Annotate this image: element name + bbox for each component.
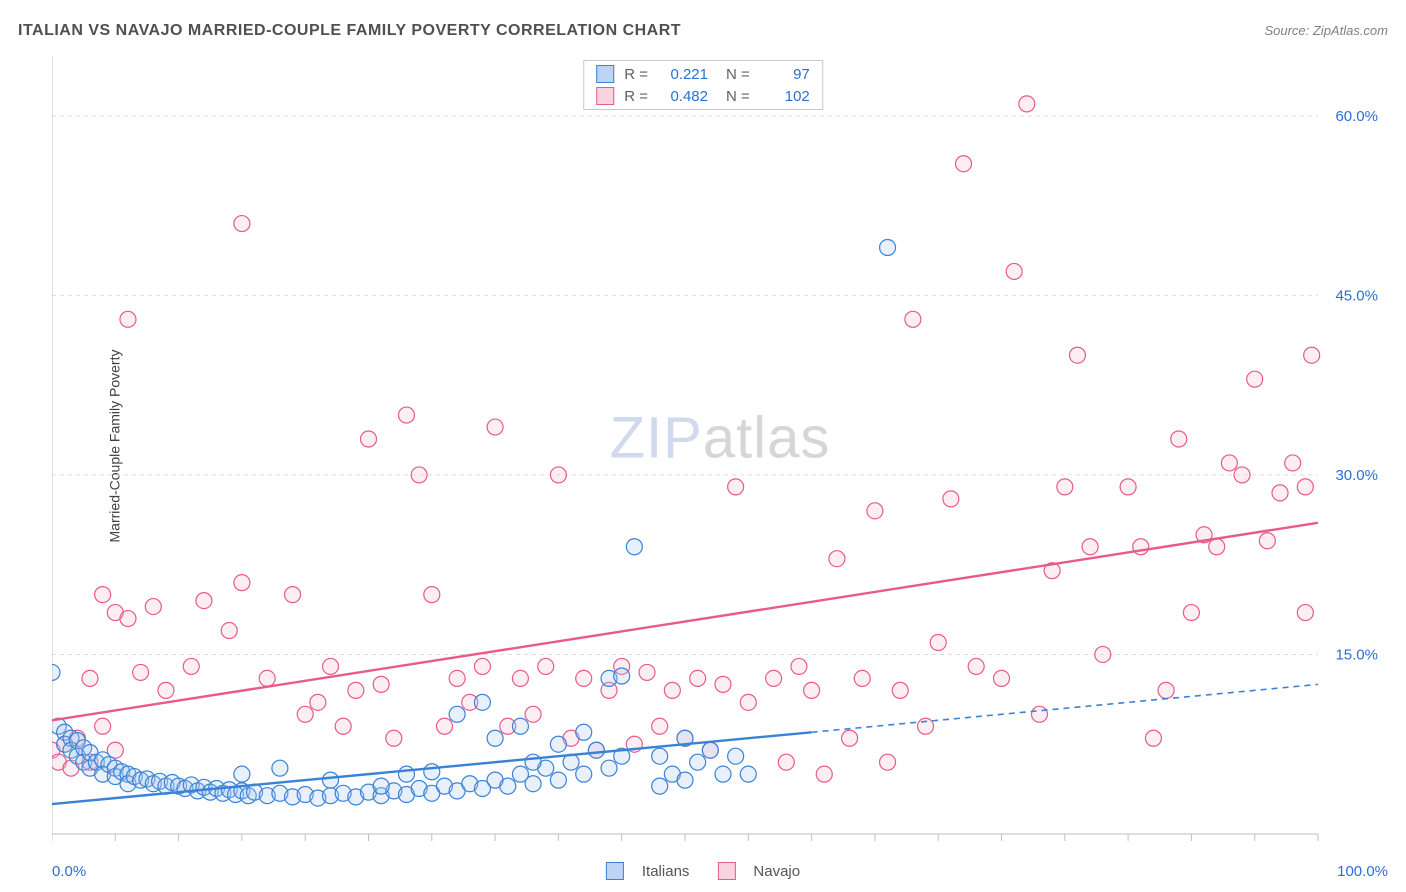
source-prefix: Source: [1264,23,1312,38]
r-label: R = [624,88,648,105]
x-min-label: 0.0% [52,863,86,880]
chart-title: ITALIAN VS NAVAJO MARRIED-COUPLE FAMILY … [18,22,681,40]
swatch-navajo [596,87,614,105]
n-value-italians: 97 [756,66,810,83]
x-max-label: 100.0% [1337,863,1388,880]
x-axis-labels: 0.0% 100.0% [52,863,1388,880]
n-label: N = [726,66,750,83]
svg-text:15.0%: 15.0% [1335,646,1378,663]
scatter-chart: 15.0% 30.0% 45.0% 60.0% [52,56,1388,852]
n-label: N = [726,88,750,105]
svg-text:30.0%: 30.0% [1335,467,1378,484]
stats-row-navajo: R = 0.482 N = 102 [584,85,822,107]
chart-source: Source: ZipAtlas.com [1264,22,1388,40]
svg-text:45.0%: 45.0% [1335,287,1378,304]
n-value-navajo: 102 [756,88,810,105]
r-value-navajo: 0.482 [654,88,708,105]
swatch-italians [596,65,614,83]
chart-plot-area: 15.0%30.0%45.0%60.0% ZIPatlas [52,56,1388,852]
source-name: ZipAtlas.com [1313,23,1388,38]
svg-text:60.0%: 60.0% [1335,108,1378,125]
stats-legend-box: R = 0.221 N = 97 R = 0.482 N = 102 [583,60,823,110]
r-label: R = [624,66,648,83]
r-value-italians: 0.221 [654,66,708,83]
stats-row-italians: R = 0.221 N = 97 [584,63,822,85]
